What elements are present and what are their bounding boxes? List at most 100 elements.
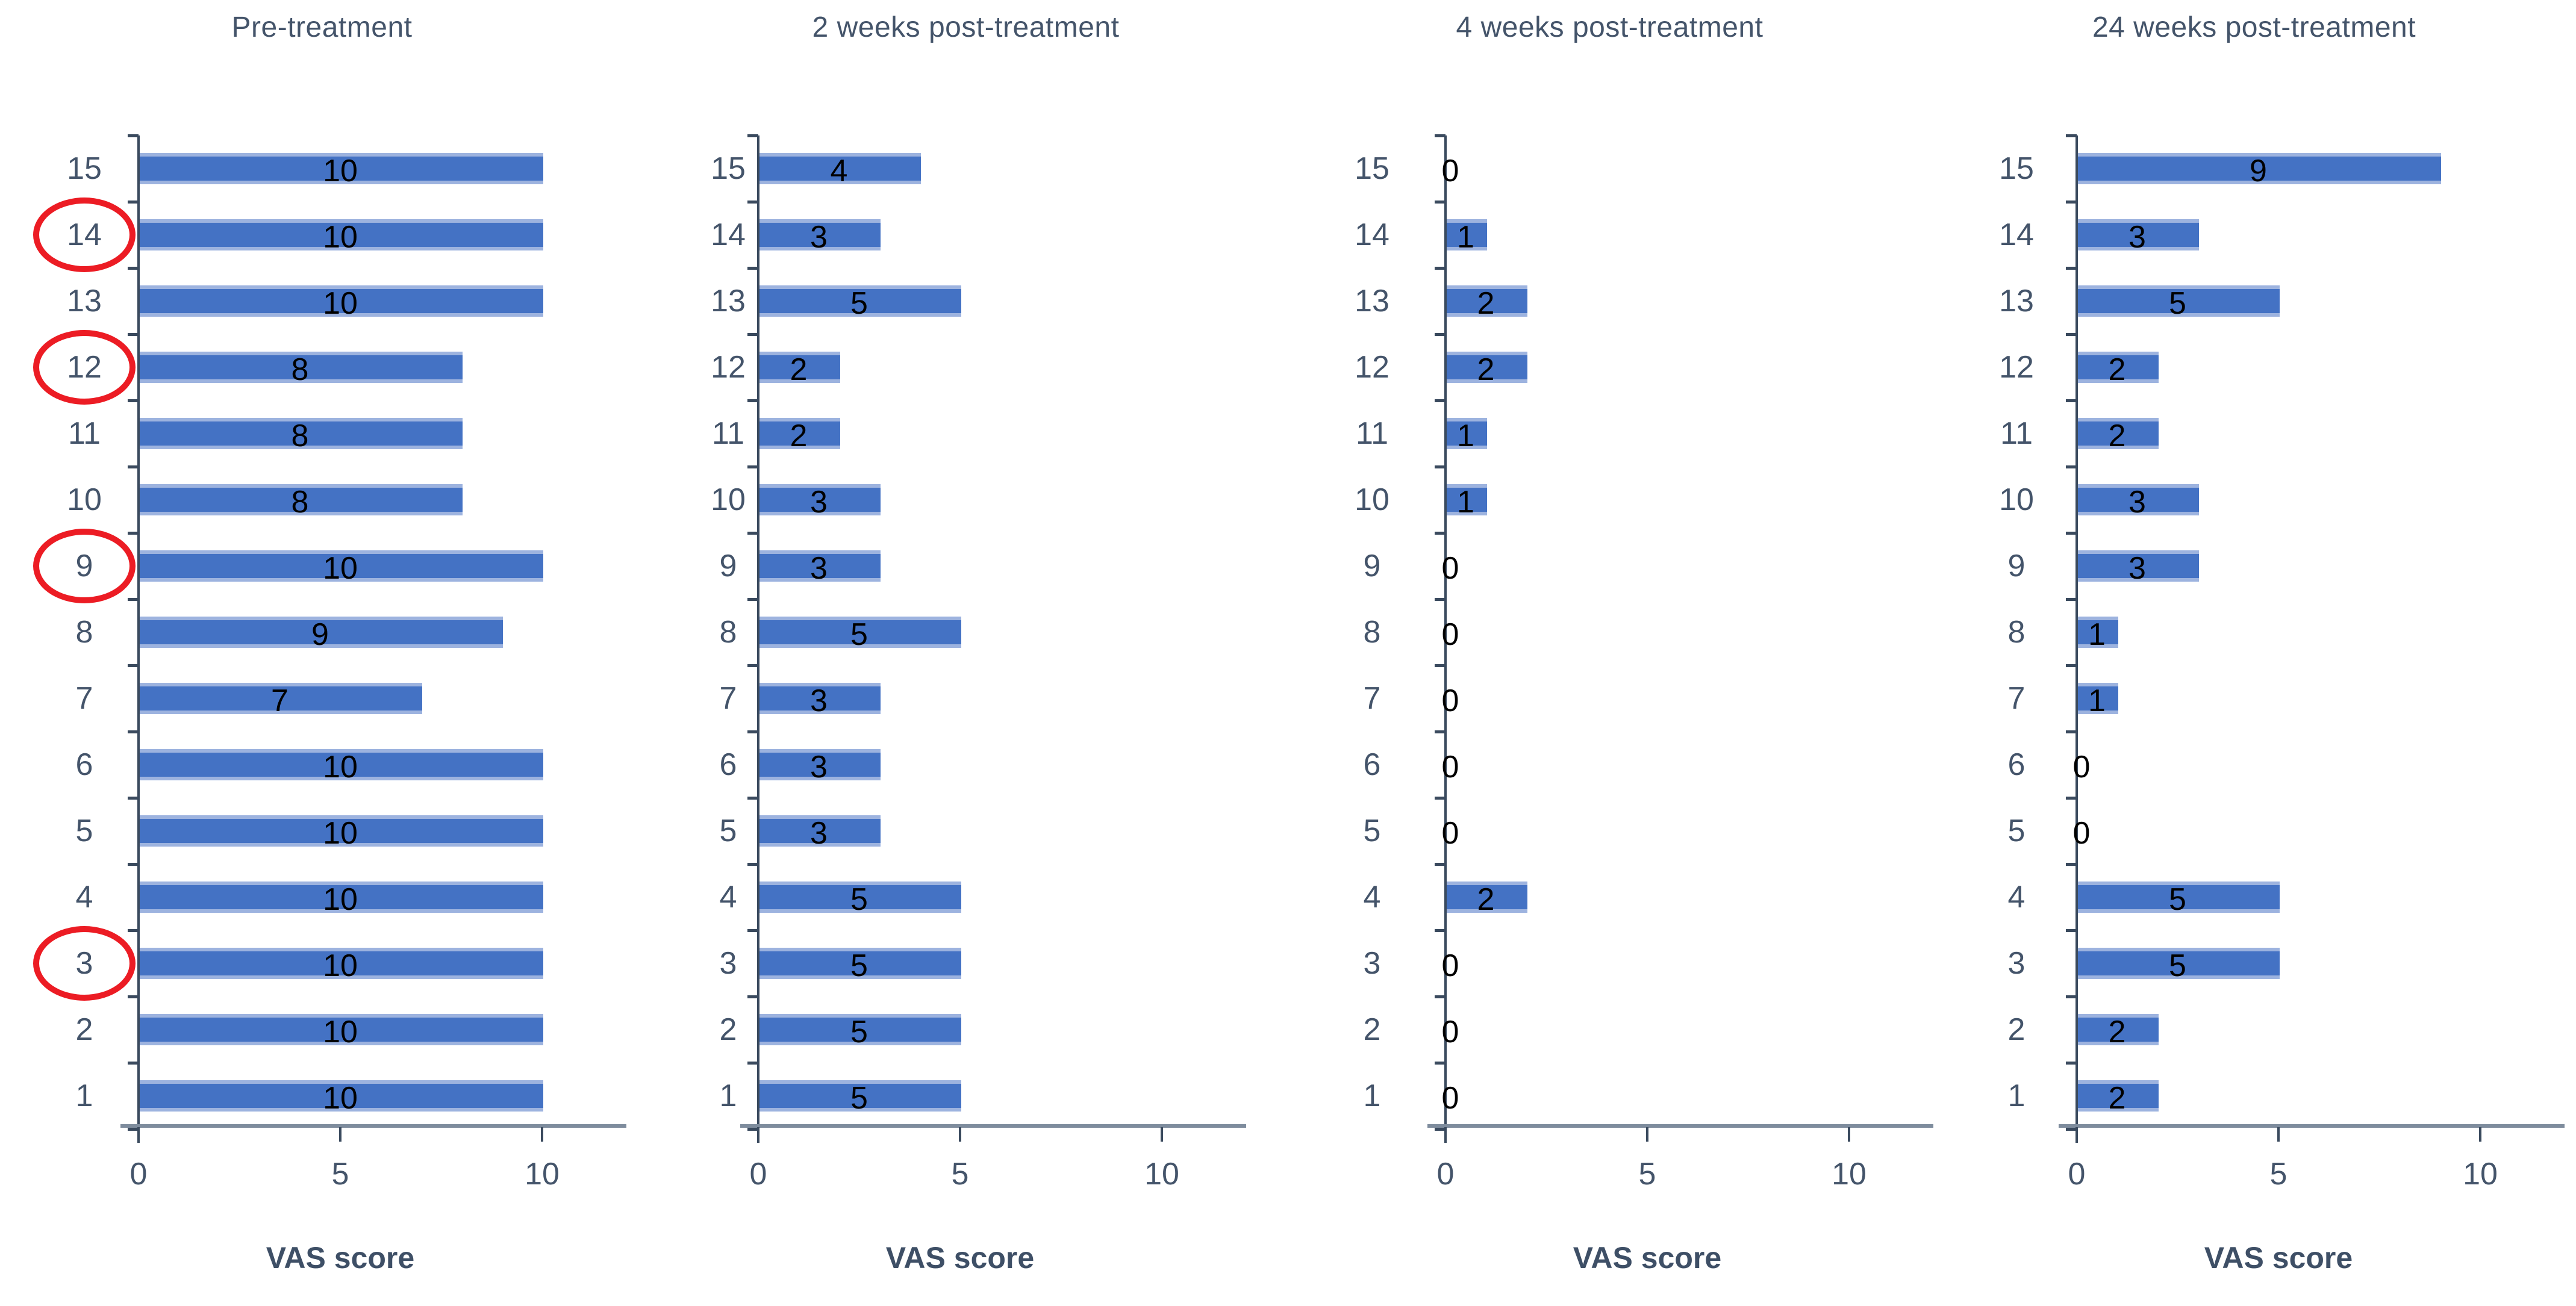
bar	[1447, 285, 1527, 317]
category-tick	[128, 267, 139, 270]
category-label: 10	[1355, 482, 1389, 517]
category-tick	[747, 399, 758, 402]
value-axis-tick	[1848, 1127, 1850, 1142]
category-tick	[1435, 664, 1445, 667]
bar	[2078, 882, 2280, 913]
value-axis-tick-label: 0	[2068, 1157, 2086, 1192]
bar-value-label: 1	[1457, 220, 1474, 255]
bar	[140, 683, 422, 714]
category-axis-line	[2075, 135, 2078, 1143]
bar	[1447, 352, 1527, 383]
bar	[759, 882, 961, 913]
category-tick	[747, 267, 758, 270]
category-label: 2	[719, 1012, 737, 1047]
value-axis-line	[1427, 1124, 1933, 1128]
category-label: 3	[2007, 946, 2026, 981]
category-label: 2	[1363, 1012, 1381, 1047]
category-label: 5	[75, 813, 93, 848]
bar	[2078, 484, 2199, 515]
bar	[140, 285, 543, 317]
category-label: 6	[1363, 747, 1381, 782]
category-tick	[1435, 1062, 1445, 1065]
category-tick	[128, 532, 139, 535]
bar-value-label: 5	[850, 1081, 868, 1116]
value-axis-tick	[1444, 1127, 1447, 1142]
value-axis-tick	[541, 1127, 543, 1142]
category-label: 5	[719, 813, 737, 848]
category-tick	[1435, 995, 1445, 998]
category-label: 9	[1363, 549, 1381, 583]
category-label: 9	[2007, 549, 2026, 583]
bar-value-label: 3	[810, 485, 828, 520]
bar-value-label: 5	[850, 1015, 868, 1049]
category-label: 7	[1363, 681, 1381, 716]
category-tick	[1435, 1128, 1445, 1131]
bar-value-label: 1	[1457, 418, 1474, 453]
bar	[140, 948, 543, 979]
bar-value-label: 0	[1441, 816, 1459, 851]
category-label: 10	[1999, 482, 2034, 517]
value-axis-line	[120, 1124, 626, 1128]
category-tick	[128, 797, 139, 800]
category-label: 7	[719, 681, 737, 716]
category-label: 4	[75, 880, 93, 915]
bar	[1447, 219, 1487, 250]
value-axis-tick	[2075, 1127, 2078, 1142]
category-label: 12	[1999, 350, 2034, 385]
category-tick	[747, 863, 758, 866]
category-tick	[747, 598, 758, 601]
bar	[2078, 1080, 2159, 1112]
category-tick	[747, 201, 758, 204]
category-tick	[128, 333, 139, 336]
category-tick	[2066, 399, 2077, 402]
bar-value-label: 2	[2108, 418, 2126, 453]
highlight-circle-patient-14	[33, 197, 136, 272]
bar	[1447, 882, 1527, 913]
category-label: 7	[75, 681, 93, 716]
bar-value-label: 3	[810, 683, 828, 718]
category-label: 4	[1363, 880, 1381, 915]
chart-title: 24 weeks post-treatment	[2092, 11, 2416, 43]
bar-value-label: 0	[2072, 750, 2091, 785]
category-label: 2	[2007, 1012, 2026, 1047]
category-tick	[747, 1128, 758, 1131]
category-tick	[128, 995, 139, 998]
bar-value-label: 2	[790, 352, 808, 387]
chart-title: 2 weeks post-treatment	[812, 11, 1120, 43]
bar	[2078, 617, 2118, 648]
category-label: 12	[1355, 350, 1389, 385]
value-axis-tick-label: 5	[331, 1157, 349, 1192]
bar-value-label: 8	[291, 485, 309, 520]
category-tick	[1435, 201, 1445, 204]
category-tick	[2066, 1062, 2077, 1065]
bar	[759, 219, 881, 250]
category-tick	[1435, 134, 1445, 137]
category-label: 11	[68, 416, 101, 451]
bar-value-label: 0	[1441, 683, 1459, 718]
bar-value-label: 5	[2169, 882, 2186, 917]
bar	[759, 815, 881, 847]
value-axis-tick-label: 0	[129, 1157, 148, 1192]
bar	[2078, 948, 2280, 979]
bar	[2078, 352, 2159, 383]
category-label: 4	[719, 880, 737, 915]
highlight-circle-patient-12	[33, 330, 136, 405]
category-label: 4	[2007, 880, 2026, 915]
bar-value-label: 10	[323, 220, 358, 255]
chart-panel-2-weeks-post-treatment: 2 weeks post-treatment 0 5 10 VAS score 15 4 14…	[644, 0, 1288, 1306]
category-tick	[2066, 465, 2077, 468]
category-tick	[1435, 863, 1445, 866]
bar	[140, 1080, 543, 1112]
category-tick	[1435, 532, 1445, 535]
category-label: 8	[2007, 615, 2026, 650]
category-tick	[2066, 201, 2077, 204]
value-axis-tick	[1646, 1127, 1648, 1142]
category-label: 15	[711, 151, 746, 186]
bar-value-label: 5	[2169, 286, 2186, 321]
bar-value-label: 9	[311, 617, 329, 652]
category-label: 1	[2007, 1078, 2026, 1113]
category-label: 6	[719, 747, 737, 782]
bar-value-label: 3	[2128, 551, 2146, 586]
bar-value-label: 3	[2128, 220, 2146, 255]
category-tick	[2066, 995, 2077, 998]
